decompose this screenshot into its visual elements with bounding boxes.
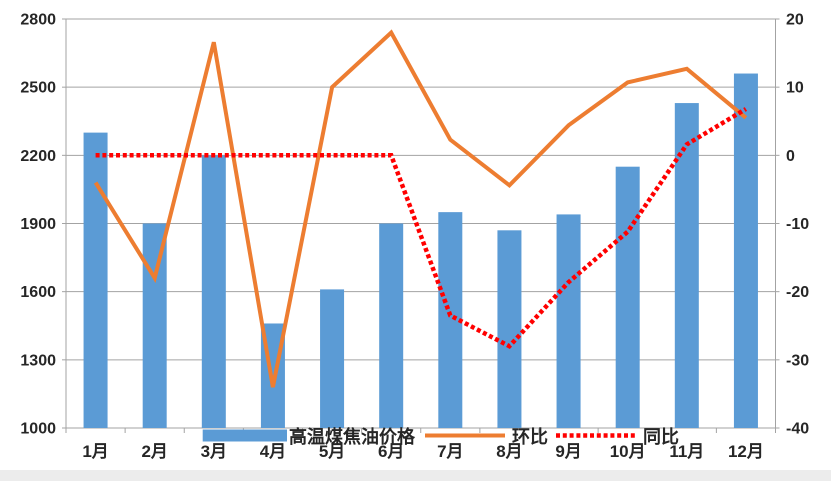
legend-label-mom: 环比 — [512, 427, 548, 447]
bar-8月 — [497, 230, 522, 428]
chart: 2800 20 2500 10 2200 0 1900 -10 1600 -20 1300 -30 10… — [0, 0, 831, 470]
x-axis-label: 4月 — [260, 442, 286, 461]
bar-5月 — [320, 289, 345, 428]
y-left-tick-label: 1900 — [20, 216, 56, 233]
x-axis-label: 7月 — [437, 442, 463, 461]
bar-9月 — [556, 214, 581, 428]
y-left-tick-label: 2800 — [20, 12, 56, 29]
y-left-tick-label: 2500 — [20, 80, 56, 97]
bar-7月 — [438, 212, 463, 428]
bar-1月 — [83, 132, 108, 428]
legend-swatch-price — [202, 429, 287, 442]
legend-label-yoy: 同比 — [643, 427, 679, 447]
y-left-tick-label: 1300 — [20, 352, 56, 369]
y-right-tick-label: 0 — [786, 148, 795, 165]
y-right-tick-label: -20 — [786, 284, 809, 301]
line-yoy — [95, 107, 748, 349]
y-right-tick-label: -30 — [786, 352, 809, 369]
x-axis-label: 12月 — [728, 442, 764, 461]
bar-12月 — [733, 73, 758, 429]
y-right-tick-label: -10 — [786, 216, 809, 233]
bar-3月 — [201, 155, 226, 429]
x-axis-label: 9月 — [555, 442, 581, 461]
x-axis-label: 1月 — [82, 442, 108, 461]
legend-label-price: 高温煤焦油价格 — [289, 426, 416, 447]
line-mom — [93, 29, 748, 388]
y-right-tick-label: -40 — [786, 421, 809, 438]
combo-chart-svg: 2800 20 2500 10 2200 0 1900 -10 1600 -20 1300 -30 10… — [20, 12, 809, 462]
y-left-tick-label: 1600 — [20, 284, 56, 301]
bar-11月 — [674, 103, 699, 429]
x-axis-label: 2月 — [141, 442, 167, 461]
y-left-tick-label: 1000 — [20, 421, 56, 438]
x-axis-label: 3月 — [201, 442, 227, 461]
y-left-tick-label: 2200 — [20, 148, 56, 165]
x-axis-label: 8月 — [496, 442, 522, 461]
x-axis-label: 10月 — [610, 442, 646, 461]
bar-2月 — [142, 223, 167, 428]
bar-10月 — [615, 166, 640, 428]
bar-6月 — [379, 223, 404, 428]
y-right-tick-label: 20 — [786, 12, 804, 29]
x-axis-label: 11月 — [669, 442, 704, 461]
x-axis-label: 5月 — [319, 442, 345, 461]
y-right-tick-label: 10 — [786, 80, 804, 97]
x-axis-label: 6月 — [378, 442, 404, 461]
